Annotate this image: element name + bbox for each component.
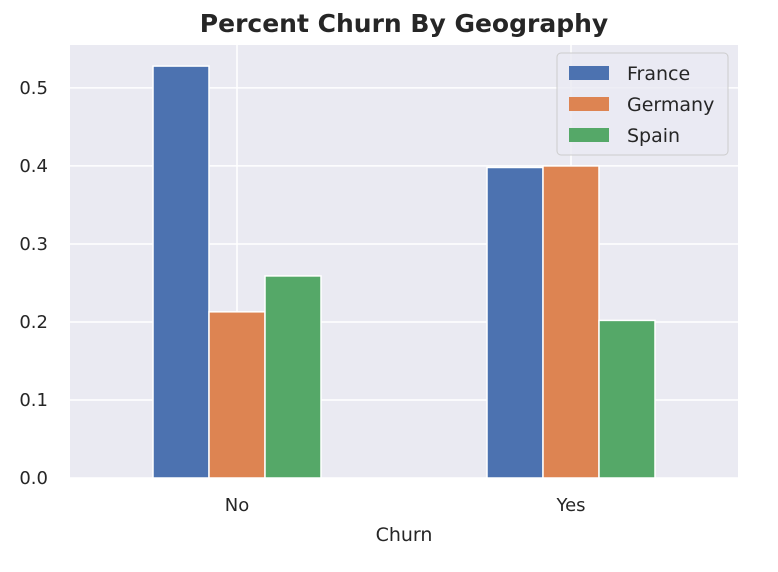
legend: France Germany Spain bbox=[556, 52, 729, 156]
legend-swatch-france bbox=[569, 66, 609, 80]
bar-germany-no bbox=[208, 311, 266, 479]
legend-label-spain: Spain bbox=[627, 125, 680, 147]
x-tick-label: Yes bbox=[555, 495, 585, 516]
bars bbox=[152, 65, 656, 479]
legend-swatch-spain bbox=[569, 128, 609, 142]
x-axis-ticks: No Yes bbox=[225, 495, 586, 516]
legend-label-france: France bbox=[627, 63, 690, 85]
legend-swatch-germany bbox=[569, 97, 609, 111]
bar-spain-yes bbox=[598, 319, 656, 479]
x-tick-label: No bbox=[225, 495, 249, 516]
y-axis-ticks: 0.0 0.1 0.2 0.3 0.4 0.5 bbox=[19, 78, 48, 489]
y-tick-label: 0.3 bbox=[19, 234, 48, 255]
y-tick-label: 0.1 bbox=[19, 390, 48, 411]
y-tick-label: 0.4 bbox=[19, 156, 48, 177]
legend-label-germany: Germany bbox=[627, 94, 714, 116]
bar-germany-yes bbox=[542, 165, 600, 479]
x-axis-label: Churn bbox=[376, 524, 433, 546]
bar-france-no bbox=[152, 65, 210, 479]
bar-spain-no bbox=[264, 275, 322, 479]
y-tick-label: 0.2 bbox=[19, 312, 48, 333]
y-tick-label: 0.5 bbox=[19, 78, 48, 99]
y-tick-label: 0.0 bbox=[19, 468, 48, 489]
bar-france-yes bbox=[486, 166, 544, 479]
chart-title: Percent Churn By Geography bbox=[200, 9, 608, 38]
